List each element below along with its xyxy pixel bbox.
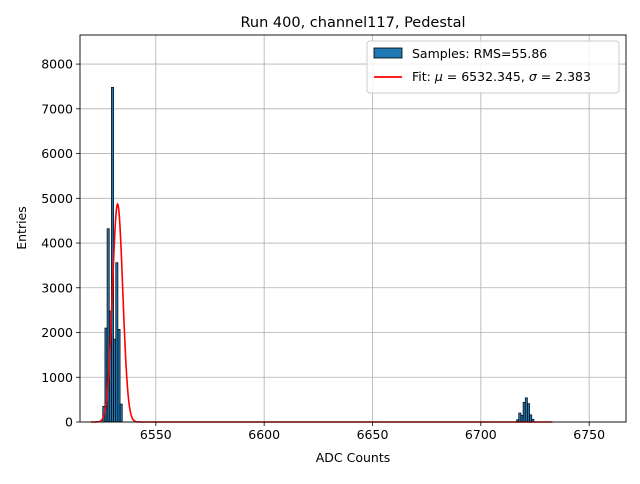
- legend-fit-prefix: Fit:: [412, 69, 435, 84]
- legend: Samples: RMS=55.86 Fit: μ = 6532.345, σ …: [366, 40, 620, 94]
- y-axis-label: Entries: [14, 206, 29, 250]
- x-axis-label: ADC Counts: [316, 450, 391, 465]
- legend-fit-label: Fit: μ = 6532.345, σ = 2.383: [412, 69, 591, 84]
- y-tick-label: 7000: [41, 101, 73, 116]
- y-tick-label: 4000: [41, 236, 73, 251]
- x-tick-label: 6750: [573, 427, 605, 442]
- legend-fit-suffix: = 2.383: [537, 69, 591, 84]
- y-tick-label: 8000: [41, 57, 73, 72]
- y-tick-label: 5000: [41, 191, 73, 206]
- x-tick-label: 6550: [140, 427, 172, 442]
- chart-title: Run 400, channel117, Pedestal: [240, 15, 465, 31]
- legend-histogram-label: Samples: RMS=55.86: [412, 46, 547, 61]
- legend-fit-mu-symbol: μ: [434, 69, 443, 84]
- y-tick-label: 2000: [41, 325, 73, 340]
- x-tick-label: 6700: [465, 427, 497, 442]
- legend-fit-sigma-symbol: σ: [529, 69, 538, 84]
- axis-ticks: 6550 6600 6650 6700 6750 0 1000 2000 3000 4000 500…: [41, 57, 605, 442]
- plot-frame: [79, 34, 627, 423]
- legend-box: [366, 40, 620, 94]
- x-tick-label: 6600: [248, 427, 280, 442]
- legend-histogram-swatch: [373, 47, 403, 59]
- histogram-bar: [119, 403, 123, 423]
- y-tick-label: 3000: [41, 280, 73, 295]
- y-tick-label: 1000: [41, 370, 73, 385]
- legend-fit-mid: = 6532.345,: [443, 69, 529, 84]
- x-tick-label: 6650: [357, 427, 389, 442]
- y-tick-label: 6000: [41, 146, 73, 161]
- grid: [80, 35, 626, 423]
- y-tick-label: 0: [65, 415, 73, 430]
